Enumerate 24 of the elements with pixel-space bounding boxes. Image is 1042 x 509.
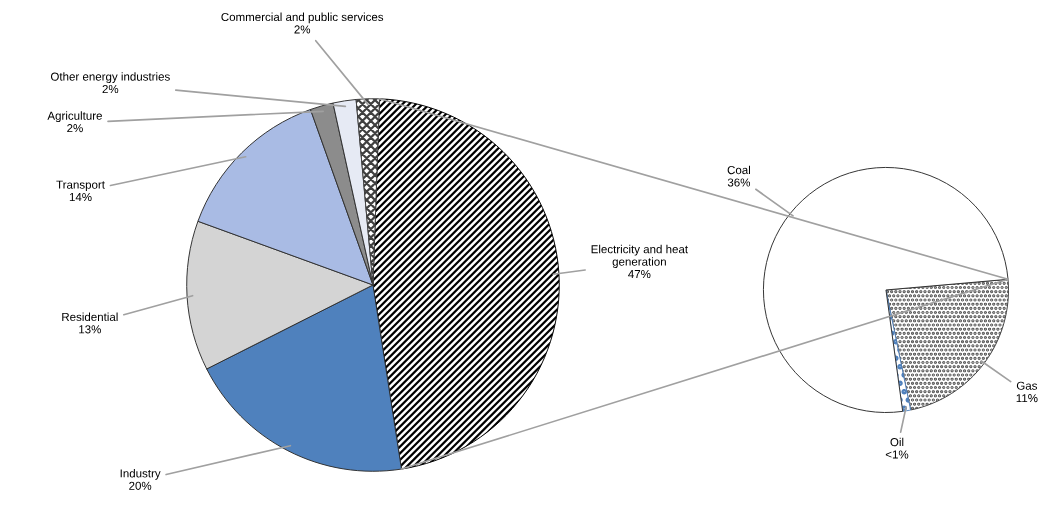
data-label: 36% [727,178,751,187]
slice-label: Industry [120,469,161,480]
slice-label: Coal [727,165,750,175]
pie-slice [372,98,560,470]
slice-label: Agriculture [47,111,102,123]
data-label: 2% [67,124,83,133]
data-label: 13% [79,325,101,334]
data-label: <1% [885,450,909,459]
slice-label: Transport [56,180,105,192]
data-label: 20% [129,481,152,490]
data-label: 2% [102,84,119,94]
slice-label: Gas [1016,381,1038,390]
slice-label: Residential [62,312,118,321]
data-label: 11% [1016,394,1038,403]
slice-label: Other energy industries [50,72,170,83]
data-label: 2% [294,25,311,34]
pie-slice [762,166,1009,413]
pie-slice [355,98,380,286]
slice-label: Commercial and public services [221,12,384,24]
pie-slice [885,278,1009,411]
slice-label: Electricity and heat generation [591,244,688,269]
data-label: 14% [69,193,92,202]
data-label: 47% [628,270,651,279]
slice-label: Oil [890,437,904,447]
